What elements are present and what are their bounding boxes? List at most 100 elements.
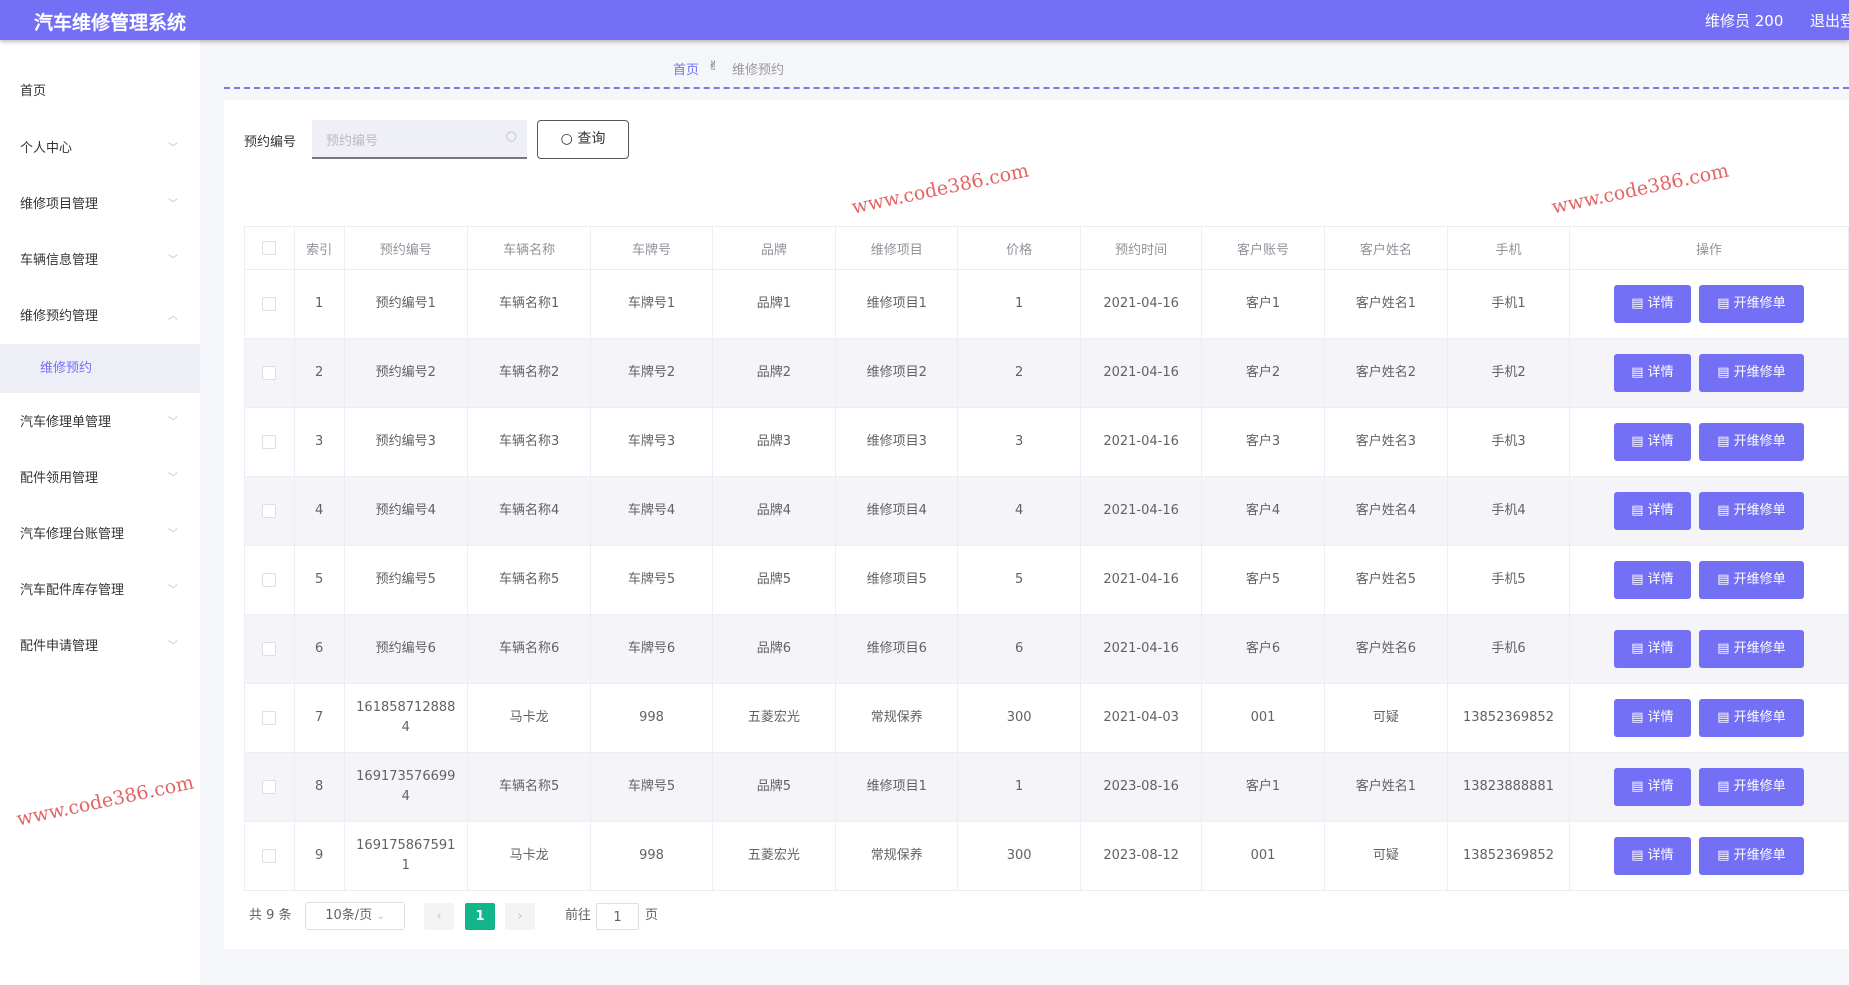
query-button[interactable]: ○ 查询 [537,120,629,159]
create-repair-order-button[interactable]: ▤ 开维修单 [1698,423,1804,461]
next-page-button[interactable]: › [505,903,535,930]
table-cell: 车牌号1 [590,269,713,339]
detail-button[interactable]: ▤ 详情 [1613,630,1691,668]
search-placeholder: 预约编号 [326,134,379,149]
create-repair-order-label: 开维修单 [1733,572,1786,587]
table-cell: 3 [293,407,345,477]
table-cell: 7 [293,683,345,753]
page-size-select[interactable]: 10条/页 ⌄ [305,902,405,930]
breadcrumb-home[interactable]: 首页 [673,63,700,78]
row-checkbox[interactable] [244,821,295,891]
detail-button[interactable]: ▤ 详情 [1613,768,1691,806]
row-checkbox[interactable] [244,407,295,477]
page-size-value: 10条/页 [325,908,373,923]
table-row: 8 1691735766994 车辆名称5 车牌号5 品牌5 维修项目1 1 2023-08-… [244,752,1849,822]
table-cell: 品牌3 [711,407,837,477]
actions-cell: ▤ 详情 ▤ 开维修单 [1568,545,1849,615]
row-checkbox[interactable] [244,545,295,615]
sidebar-item[interactable]: 维修预约 [0,344,200,393]
chevron-down-icon: ﹀ [168,529,178,540]
sidebar-item[interactable]: 配件申请管理 ﹀ [0,622,200,672]
sidebar-item[interactable]: 汽车修理单管理 ﹀ [0,398,200,448]
table-cell: 2021-04-03 [1079,683,1203,753]
sidebar-item[interactable]: 配件领用管理 ﹀ [0,454,200,504]
select-all-checkbox[interactable] [244,226,295,270]
create-repair-order-button[interactable]: ▤ 开维修单 [1698,768,1804,806]
table-cell: 预约编号4 [343,476,469,546]
sidebar-item-label: 配件申请管理 [20,639,99,654]
table-cell: 1691735766994 [343,752,469,822]
table-cell: 6 [957,614,1081,684]
table-cell: 300 [957,821,1081,891]
goto-label: 前往 [565,908,592,923]
sidebar: 首页 个人中心 ﹀ 维修项目管理 ﹀ 车辆信息管理 ﹀ 维修预约管理 ︿ 维修预约 汽车修理单管理 ﹀… [0,40,200,985]
create-repair-order-button[interactable]: ▤ 开维修单 [1698,561,1804,599]
create-repair-order-button[interactable]: ▤ 开维修单 [1698,354,1804,392]
table-cell: 手机6 [1447,614,1570,684]
create-repair-order-button[interactable]: ▤ 开维修单 [1698,630,1804,668]
create-repair-order-button[interactable]: ▤ 开维修单 [1698,837,1804,875]
search-input[interactable]: 预约编号 ○ [312,120,527,159]
row-checkbox[interactable] [244,476,295,546]
sidebar-item[interactable]: 车辆信息管理 ﹀ [0,236,200,286]
table-cell: 预约编号1 [343,269,469,339]
query-label: 查询 [577,131,606,147]
logout-link[interactable]: 退出登录 [1810,12,1849,30]
row-checkbox[interactable] [244,269,295,339]
create-repair-order-button[interactable]: ▤ 开维修单 [1698,699,1804,737]
detail-button[interactable]: ▤ 详情 [1613,699,1691,737]
chevron-up-icon: ︿ [168,311,178,322]
detail-button[interactable]: ▤ 详情 [1613,423,1691,461]
detail-button[interactable]: ▤ 详情 [1613,837,1691,875]
sidebar-item[interactable]: 汽车修理台账管理 ﹀ [0,510,200,560]
create-repair-order-label: 开维修单 [1733,641,1786,656]
column-header: 车辆名称 [467,226,592,270]
sidebar-item-label: 首页 [20,84,47,99]
detail-button[interactable]: ▤ 详情 [1613,492,1691,530]
row-checkbox[interactable] [244,614,295,684]
document-icon: ▤ [1717,641,1730,656]
table-row: 2 预约编号2 车辆名称2 车牌号2 品牌2 维修项目2 2 2021-04-16 客户2 客户姓… [244,338,1849,408]
prev-page-button[interactable]: ‹ [424,903,454,930]
table-cell: 001 [1201,683,1325,753]
sidebar-item-label: 维修预约 [40,361,93,376]
create-repair-order-label: 开维修单 [1733,503,1786,518]
table-row: 1 预约编号1 车辆名称1 车牌号1 品牌1 维修项目1 1 2021-04-16 客户1 客户姓… [244,269,1849,339]
top-bar: 汽车维修管理系统 维修员 200 退出登录 [0,0,1849,40]
sidebar-item[interactable]: 维修预约管理 ︿ [0,292,200,342]
table-cell: 2021-04-16 [1079,338,1203,408]
sidebar-item-label: 维修预约管理 [20,309,99,324]
detail-button[interactable]: ▤ 详情 [1613,285,1691,323]
detail-button[interactable]: ▤ 详情 [1613,354,1691,392]
table-cell: 2023-08-16 [1079,752,1203,822]
actions-cell: ▤ 详情 ▤ 开维修单 [1568,407,1849,477]
document-icon: ▤ [1631,710,1644,725]
page-1-button[interactable]: 1 [465,903,495,930]
actions-cell: ▤ 详情 ▤ 开维修单 [1568,614,1849,684]
column-header: 车牌号 [590,226,713,270]
column-header: 客户账号 [1201,226,1325,270]
table-cell: 车辆名称1 [467,269,592,339]
detail-button[interactable]: ▤ 详情 [1613,561,1691,599]
document-icon: ▤ [1631,434,1644,449]
document-icon: ▤ [1717,434,1730,449]
column-header: 预约时间 [1079,226,1203,270]
table-cell: 手机5 [1447,545,1570,615]
goto-page-input[interactable]: 1 [596,903,639,930]
table-cell: 2021-04-16 [1079,269,1203,339]
table-cell: 2 [293,338,345,408]
create-repair-order-button[interactable]: ▤ 开维修单 [1698,285,1804,323]
row-checkbox[interactable] [244,338,295,408]
table-cell: 车牌号3 [590,407,713,477]
document-icon: ▤ [1717,779,1730,794]
create-repair-order-button[interactable]: ▤ 开维修单 [1698,492,1804,530]
sidebar-item[interactable]: 首页 [0,67,200,117]
sidebar-item[interactable]: 汽车配件库存管理 ﹀ [0,566,200,616]
sidebar-item[interactable]: 维修项目管理 ﹀ [0,180,200,230]
row-checkbox[interactable] [244,683,295,753]
sidebar-item-label: 车辆信息管理 [20,253,99,268]
row-checkbox[interactable] [244,752,295,822]
breadcrumb-current: 维修预约 [732,63,785,78]
sidebar-item[interactable]: 个人中心 ﹀ [0,124,200,174]
table-row: 7 1618587128884 马卡龙 998 五菱宏光 常规保养 300 2021-04-0… [244,683,1849,753]
